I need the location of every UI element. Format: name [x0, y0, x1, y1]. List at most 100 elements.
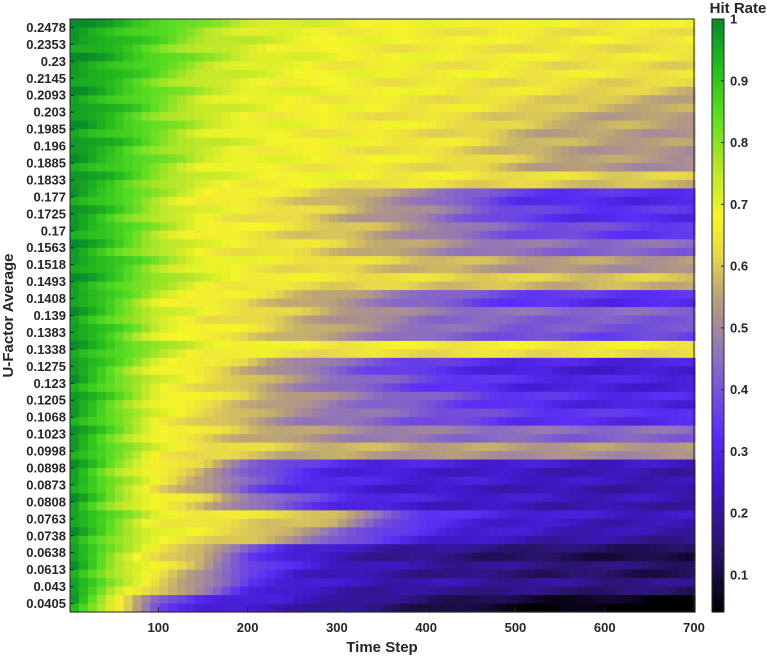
heatmap-cell [105, 264, 116, 274]
heatmap-cell [239, 78, 250, 88]
heatmap-cell [453, 281, 464, 291]
heatmap-cell [668, 44, 678, 54]
heatmap-cell [596, 544, 607, 554]
heatmap-cell [177, 103, 187, 113]
heatmap-cell [677, 340, 687, 350]
heatmap-cell [346, 137, 357, 147]
heatmap-cell [337, 137, 348, 147]
heatmap-cell [70, 163, 80, 173]
heatmap-cell [239, 230, 250, 240]
heatmap-cell [668, 213, 678, 223]
heatmap-cell [436, 247, 446, 257]
heatmap-cell [159, 78, 169, 88]
heatmap-cell [650, 129, 660, 139]
heatmap-cell [87, 196, 98, 206]
heatmap-cell [346, 163, 357, 173]
heatmap-cell [418, 366, 428, 376]
heatmap-cell [453, 349, 464, 359]
heatmap-cell [293, 451, 303, 461]
heatmap-cell [685, 256, 696, 266]
heatmap-cell [516, 510, 526, 520]
heatmap-cell [87, 518, 98, 528]
heatmap-cell [96, 205, 107, 215]
heatmap-cell [641, 86, 651, 96]
heatmap-cell [96, 146, 107, 156]
heatmap-cell [212, 69, 223, 79]
heatmap-cell [498, 129, 509, 139]
heatmap-cell [382, 27, 392, 37]
heatmap-cell [212, 527, 223, 537]
heatmap-cell [668, 510, 678, 520]
heatmap-cell [534, 417, 544, 427]
heatmap-cell [400, 188, 410, 198]
heatmap-cell [409, 467, 419, 478]
heatmap-cell [534, 603, 544, 613]
heatmap-cell [677, 535, 687, 545]
heatmap-cell [480, 349, 491, 359]
heatmap-cell [293, 273, 303, 283]
heatmap-cell [489, 357, 500, 367]
heatmap-cell [480, 484, 491, 494]
heatmap-cell [248, 273, 259, 283]
heatmap-cell [266, 476, 276, 486]
heatmap-cell [70, 52, 80, 62]
heatmap-cell [194, 340, 205, 350]
heatmap-cell [186, 19, 196, 29]
heatmap-cell [578, 484, 589, 494]
heatmap-cell [87, 86, 98, 96]
heatmap-cell [302, 27, 312, 37]
heatmap-cell [516, 264, 526, 274]
heatmap-cell [507, 569, 517, 579]
heatmap-cell [159, 442, 169, 452]
heatmap-cell [105, 35, 116, 46]
heatmap-cell [489, 52, 500, 62]
heatmap-cell [114, 434, 125, 444]
heatmap-cell [587, 459, 598, 469]
heatmap-cell [186, 425, 196, 435]
heatmap-cell [516, 569, 526, 579]
heatmap-cell [141, 391, 151, 401]
heatmap-cell [319, 595, 330, 605]
heatmap-cell [257, 561, 267, 571]
heatmap-cell [311, 171, 321, 181]
heatmap-cell [105, 561, 116, 571]
heatmap-cell [632, 264, 642, 274]
heatmap-cell [444, 222, 455, 232]
heatmap-cell [444, 510, 455, 520]
heatmap-cell [569, 307, 580, 317]
heatmap-cell [677, 35, 687, 46]
heatmap-cell [373, 323, 384, 334]
heatmap-cell [444, 518, 455, 528]
heatmap-cell [284, 163, 294, 173]
heatmap-cell [453, 544, 464, 554]
heatmap-cell [203, 434, 214, 444]
heatmap-cell [150, 518, 160, 528]
heatmap-cell [596, 78, 607, 88]
heatmap-cell [427, 52, 437, 62]
heatmap-cell [311, 129, 321, 139]
heatmap-cell [159, 163, 169, 173]
heatmap-cell [489, 103, 500, 113]
heatmap-cell [650, 383, 660, 393]
heatmap-cell [444, 535, 455, 545]
heatmap-cell [105, 239, 116, 249]
heatmap-cell [186, 357, 196, 367]
heatmap-cell [212, 603, 223, 613]
heatmap-cell [266, 146, 276, 156]
heatmap-cell [186, 196, 196, 206]
heatmap-cell [212, 112, 223, 122]
heatmap-cell [382, 561, 392, 571]
heatmap-cell [168, 425, 178, 435]
heatmap-cell [132, 137, 143, 147]
heatmap-cell [650, 188, 660, 198]
heatmap-cell [471, 120, 482, 130]
heatmap-cell [418, 222, 428, 232]
heatmap-cell [507, 69, 517, 79]
heatmap-cell [168, 417, 178, 427]
heatmap-cell [516, 205, 526, 215]
heatmap-cell [677, 332, 687, 342]
heatmap-cell [123, 179, 134, 190]
heatmap-cell [641, 120, 651, 130]
heatmap-cell [186, 434, 196, 444]
heatmap-cell [96, 239, 107, 249]
